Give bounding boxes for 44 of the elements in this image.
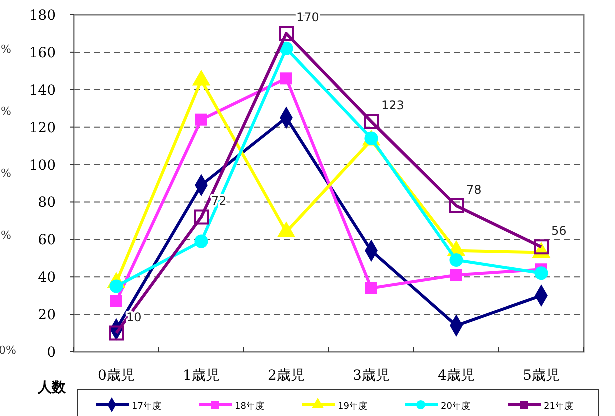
y-tick-label: 80 <box>38 195 56 212</box>
text: % <box>1 105 12 118</box>
text: % <box>1 167 12 180</box>
point <box>279 26 294 42</box>
point <box>280 72 292 85</box>
data-label: 56 <box>552 224 567 238</box>
y-tick-label: 20 <box>38 308 56 324</box>
legend-label: 20年度 <box>441 401 470 412</box>
text: 0% <box>0 344 16 357</box>
y-axis-title: 人数 <box>37 380 67 396</box>
point <box>280 42 294 56</box>
legend-label: 21年度 <box>544 401 574 412</box>
point <box>450 254 464 268</box>
y-tick-label: 160 <box>29 45 56 62</box>
y-tick-label: 120 <box>29 120 56 136</box>
y-tick-label: 100 <box>29 158 56 174</box>
y-tick-label: 0 <box>47 345 56 361</box>
y-tick-label: 60 <box>38 232 56 249</box>
point <box>366 282 378 294</box>
x-tick-label: 1歳児 <box>183 368 220 384</box>
point <box>194 210 209 225</box>
point <box>449 198 464 214</box>
y-tick-label: 140 <box>29 82 56 99</box>
legend-label: 17年度 <box>132 401 162 412</box>
point <box>364 114 379 130</box>
legend-label: 18年度 <box>235 401 264 412</box>
text: % <box>1 229 12 242</box>
point <box>534 266 548 280</box>
x-tick-label: 0歳児 <box>98 368 135 384</box>
x-tick-label: 3歳児 <box>353 368 390 384</box>
x-tick-label: 5歳児 <box>523 368 560 384</box>
point <box>450 269 462 282</box>
legend-label: 19年度 <box>338 401 368 412</box>
point <box>194 234 208 248</box>
data-label: 78 <box>466 182 482 197</box>
data-label: 123 <box>382 98 404 113</box>
y-tick-label: 180 <box>29 8 56 24</box>
x-tick-label: 2歳児 <box>268 368 305 384</box>
point <box>110 295 122 308</box>
text: % <box>1 43 12 56</box>
point <box>109 326 124 341</box>
y-tick-label: 40 <box>38 270 56 286</box>
point <box>196 114 208 126</box>
x-tick-label: 4歳児 <box>438 368 475 384</box>
